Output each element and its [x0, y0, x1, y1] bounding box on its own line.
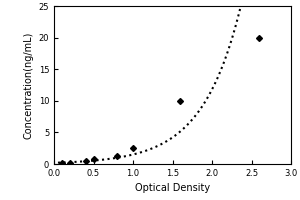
X-axis label: Optical Density: Optical Density: [135, 183, 210, 193]
Y-axis label: Concentration(ng/mL): Concentration(ng/mL): [23, 31, 33, 139]
